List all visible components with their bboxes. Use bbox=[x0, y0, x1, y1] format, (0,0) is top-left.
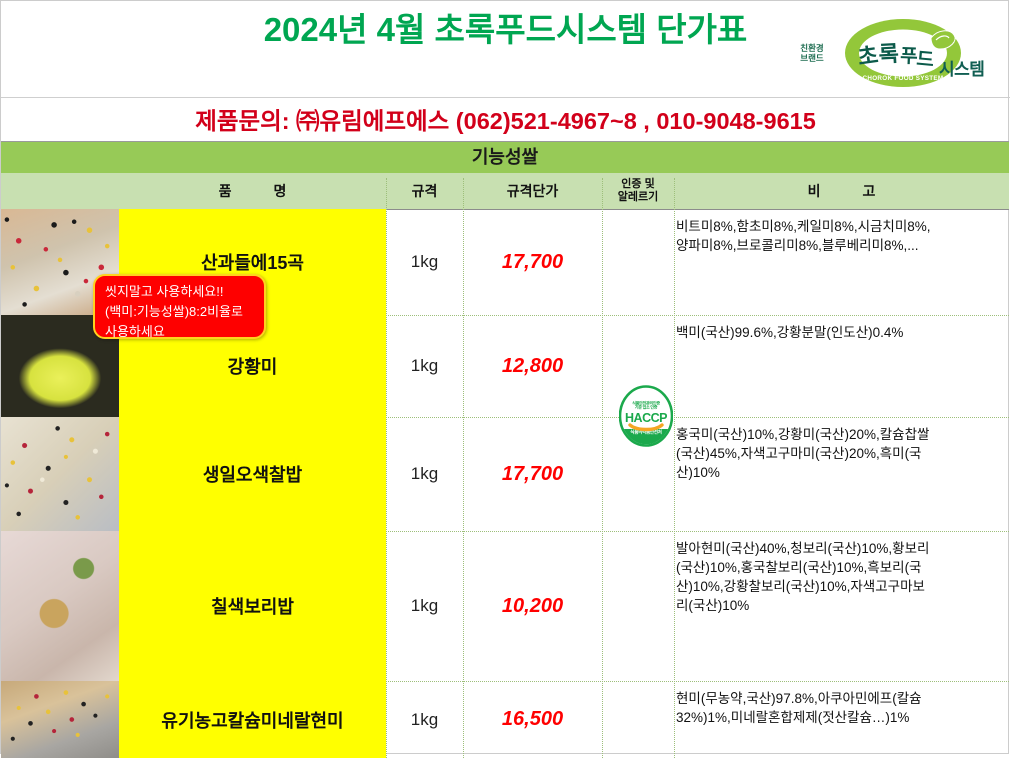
svg-text:록: 록 bbox=[878, 41, 900, 67]
svg-text:기준 업소 인증: 기준 업소 인증 bbox=[635, 404, 658, 410]
svg-text:CHOROK FOOD SYSTEM: CHOROK FOOD SYSTEM bbox=[863, 75, 944, 82]
svg-text:초: 초 bbox=[856, 42, 880, 70]
svg-text:드: 드 bbox=[916, 49, 935, 71]
